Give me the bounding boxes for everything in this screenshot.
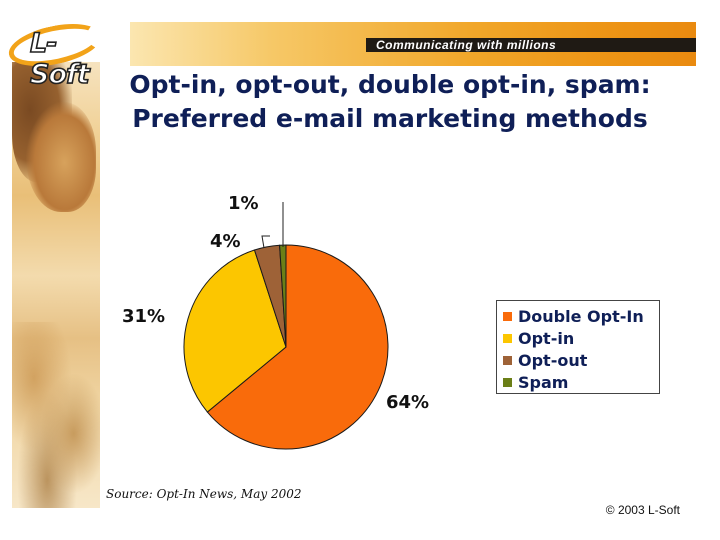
legend-item-spam: Spam (503, 371, 659, 393)
legend-item-opt-out: Opt-out (503, 349, 659, 371)
leader-line-opt-out (261, 235, 270, 249)
legend-label-opt-out: Opt-out (518, 350, 588, 370)
pie-slice-double-opt-in (206, 244, 389, 450)
slide-title: Opt-in, opt-out, double opt-in, spam: Pr… (129, 70, 651, 133)
legend-label-double-opt-in: Double Opt-In (518, 306, 644, 326)
photo-face (26, 102, 96, 212)
side-photo-strip (12, 62, 100, 508)
legend-label-opt-in: Opt-in (518, 328, 575, 348)
lsoft-logo: L-Soft (5, 16, 105, 91)
legend-swatch-spam (503, 377, 512, 387)
logo-text: L-Soft (29, 27, 90, 91)
tagline-bar (366, 38, 696, 52)
legend-swatch-opt-out (503, 355, 512, 365)
legend-swatch-double-opt-in (503, 311, 512, 321)
chart-legend: Double Opt-In Opt-in Opt-out Spam (496, 300, 660, 394)
pie-slice-opt-in (183, 249, 287, 413)
source-note: Source: Opt-In News, May 2002 (106, 487, 302, 501)
legend-item-double-opt-in: Double Opt-In (503, 305, 659, 327)
header-banner: Communicating with millions (130, 22, 696, 66)
legend-item-opt-in: Opt-in (503, 327, 659, 349)
photo-people (12, 322, 100, 508)
value-label-spam: 1% (228, 193, 259, 214)
value-label-double-opt-in: 64% (386, 392, 429, 413)
legend-swatch-opt-in (503, 333, 512, 343)
pie-slices (183, 244, 389, 450)
value-label-opt-out: 4% (210, 231, 241, 252)
pie-leader-lines (261, 202, 284, 249)
legend-label-spam: Spam (518, 372, 569, 392)
copyright-note: © 2003 L-Soft (605, 503, 680, 517)
value-label-opt-in: 31% (122, 306, 165, 327)
pie-value-labels: 64% 31% 4% 1% (122, 193, 429, 413)
tagline-text: Communicating with millions (376, 38, 557, 52)
